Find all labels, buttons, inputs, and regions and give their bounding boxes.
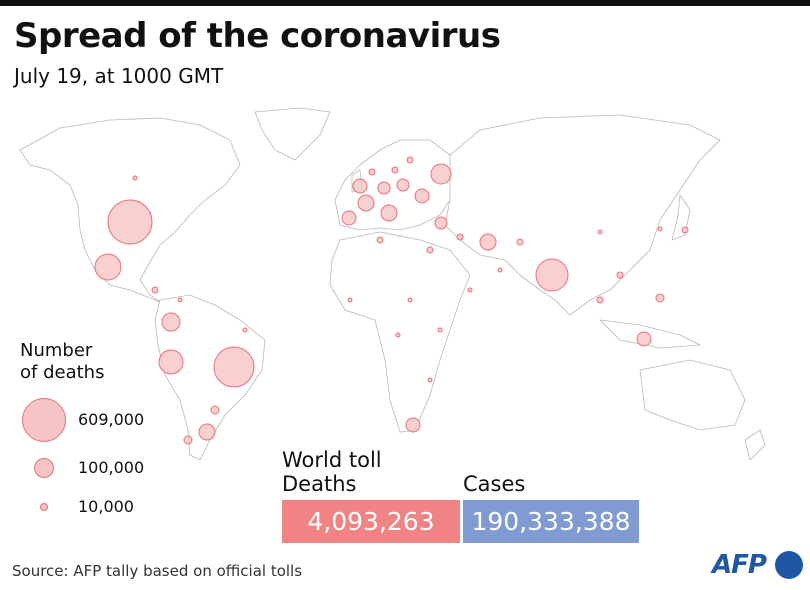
death-bubble — [596, 296, 604, 304]
death-bubble — [681, 226, 689, 234]
death-bubble — [414, 188, 430, 204]
japan — [671, 193, 691, 241]
death-bubble — [213, 346, 255, 388]
death-bubble — [535, 258, 569, 292]
death-bubble — [242, 327, 248, 333]
legend-label-large: 609,000 — [78, 410, 145, 429]
australia — [639, 359, 746, 431]
legend-title-line1: Number — [20, 340, 93, 361]
death-bubble — [636, 331, 652, 347]
death-bubble — [368, 168, 376, 176]
death-bubble — [405, 417, 421, 433]
death-bubble — [655, 293, 665, 303]
death-bubble — [177, 297, 183, 303]
death-bubble — [198, 423, 216, 441]
greenland — [254, 107, 331, 161]
death-bubble — [437, 327, 443, 333]
death-bubble — [183, 435, 193, 445]
legend-title-line2: of deaths — [20, 362, 105, 383]
africa — [329, 231, 471, 433]
death-bubble — [391, 166, 399, 174]
death-bubble — [107, 199, 153, 245]
death-bubble — [377, 181, 391, 195]
death-bubble — [380, 204, 398, 222]
death-bubble — [341, 210, 357, 226]
death-bubble — [396, 178, 410, 192]
death-bubble — [352, 178, 368, 194]
death-bubble — [406, 156, 414, 164]
source-note: Source: AFP tally based on official toll… — [12, 562, 303, 580]
legend-label-small: 10,000 — [78, 497, 134, 516]
death-bubble — [357, 194, 375, 212]
legend-title: Number of deaths — [20, 340, 104, 384]
death-bubbles — [94, 156, 689, 445]
death-bubble — [395, 332, 401, 338]
legend-circle-medium — [34, 458, 54, 478]
top-rule — [0, 0, 810, 6]
death-bubble — [210, 405, 220, 415]
world-toll-title: World toll — [282, 448, 382, 472]
deaths-label: Deaths — [282, 472, 357, 496]
death-bubble — [376, 236, 384, 244]
cases-value-box: 190,333,388 — [463, 500, 639, 543]
death-bubble — [132, 175, 138, 181]
legend-circle-small — [40, 503, 48, 511]
death-bubble — [158, 349, 184, 375]
new-zealand — [744, 429, 766, 460]
death-bubble — [616, 271, 624, 279]
death-bubble — [456, 233, 464, 241]
death-bubble — [434, 216, 448, 230]
death-bubble — [657, 226, 663, 232]
death-bubble — [94, 253, 122, 281]
legend-circle-large — [22, 398, 66, 442]
death-bubble — [497, 267, 503, 273]
death-bubble — [516, 238, 524, 246]
death-bubble — [407, 297, 413, 303]
death-bubble — [426, 246, 434, 254]
page-subtitle: July 19, at 1000 GMT — [14, 64, 224, 88]
cases-label: Cases — [463, 472, 526, 496]
page-title: Spread of the coronavirus — [14, 16, 501, 56]
afp-logo-dot — [775, 551, 803, 579]
death-bubble — [597, 229, 603, 235]
world-map — [19, 107, 766, 460]
death-bubble — [427, 377, 433, 383]
death-bubble — [430, 163, 452, 185]
asia — [444, 114, 721, 316]
death-bubble — [151, 286, 159, 294]
afp-logo: AFP — [712, 550, 767, 580]
continents — [19, 107, 766, 460]
death-bubble — [479, 233, 497, 251]
deaths-value-box: 4,093,263 — [282, 500, 460, 543]
world-toll-heading: World toll Deaths — [282, 448, 382, 496]
death-bubble — [467, 287, 473, 293]
death-bubble — [161, 312, 181, 332]
indonesia — [598, 319, 702, 349]
death-bubble — [347, 297, 353, 303]
legend-label-medium: 100,000 — [78, 458, 145, 477]
